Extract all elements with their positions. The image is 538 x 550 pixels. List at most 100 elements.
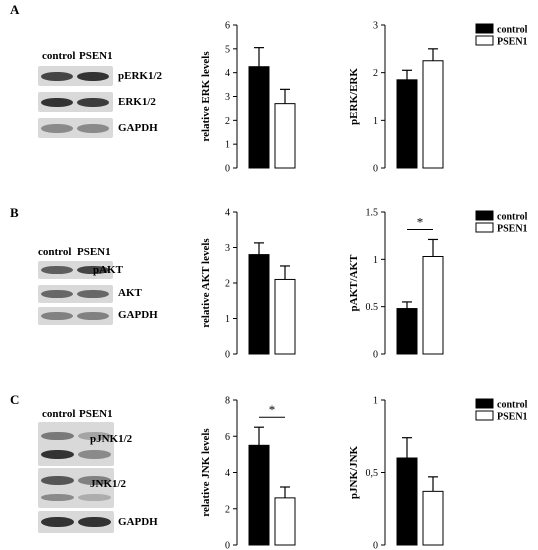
panel-letter-c: C xyxy=(10,392,20,407)
y-tick-label: 8 xyxy=(225,396,230,407)
legend-label: control xyxy=(497,400,528,411)
blot-strip-akt xyxy=(38,285,113,303)
blot-strip-pjnk xyxy=(38,422,114,466)
blot-lane-label-psen1: PSEN1 xyxy=(77,246,111,258)
blot-lane-label-control: control xyxy=(42,408,76,420)
band xyxy=(41,432,74,440)
y-tick-label: 6 xyxy=(225,432,230,443)
blot-strip-gapdh xyxy=(38,307,113,325)
blot-lane-label-psen1: PSEN1 xyxy=(79,408,113,420)
y-tick-label: 0 xyxy=(225,350,230,361)
blot-lane-label-psen1: PSEN1 xyxy=(79,50,113,62)
panel-letter-b: B xyxy=(10,205,19,220)
legend-swatch xyxy=(475,35,494,46)
band xyxy=(77,290,109,298)
y-axis-label: pAKT/AKT xyxy=(348,254,360,312)
y-tick-label: 0,5 xyxy=(366,468,379,479)
y-tick-label: 5 xyxy=(225,44,230,55)
band xyxy=(77,312,109,320)
y-tick-label: 3 xyxy=(225,243,230,254)
bar-control xyxy=(248,254,270,355)
significance-star: * xyxy=(417,214,424,229)
band xyxy=(41,517,74,527)
band xyxy=(77,98,109,107)
band xyxy=(78,476,111,485)
legend-label: PSEN1 xyxy=(497,37,528,48)
blot-row-label: pAKT xyxy=(93,264,123,276)
western-blot-c: control PSEN1 pJNK1/2 JNK1/2 GAPDH xyxy=(38,408,178,543)
band xyxy=(41,124,73,133)
y-tick-label: 1 xyxy=(373,396,378,407)
band xyxy=(41,450,74,459)
band xyxy=(41,476,74,485)
blot-strip-pakt xyxy=(38,261,113,279)
bar-psen1 xyxy=(274,278,296,355)
band xyxy=(77,266,109,274)
band xyxy=(41,312,73,320)
significance-star: * xyxy=(269,402,276,417)
y-tick-label: 0 xyxy=(373,541,378,550)
blot-lane-label-control: control xyxy=(42,50,76,62)
band xyxy=(77,72,109,81)
band xyxy=(41,72,73,81)
blot-row-label: ERK1/2 xyxy=(118,96,156,108)
blot-strip-jnk xyxy=(38,468,114,508)
blot-row-label: pERK1/2 xyxy=(118,70,163,82)
y-tick-label: 2 xyxy=(373,68,378,79)
band xyxy=(41,290,73,298)
band xyxy=(41,494,74,501)
legend-swatch xyxy=(475,23,494,34)
y-tick-label: 4 xyxy=(225,468,230,479)
y-tick-label: 3 xyxy=(225,92,230,103)
legend-swatch xyxy=(475,222,494,233)
y-tick-label: 1 xyxy=(373,116,378,127)
blot-row-label: pJNK1/2 xyxy=(90,433,133,445)
y-tick-label: 0.5 xyxy=(366,302,379,313)
y-tick-label: 4 xyxy=(225,208,230,219)
y-axis-label: pERK/ERK xyxy=(348,68,360,125)
y-axis-label: relative AKT levels xyxy=(200,238,212,328)
legend-label: PSEN1 xyxy=(497,412,528,423)
blot-strip-gapdh xyxy=(38,511,114,533)
blot-strip-erk xyxy=(38,92,113,112)
band xyxy=(78,517,111,527)
y-tick-label: 2 xyxy=(225,504,230,515)
legend-swatch xyxy=(475,210,494,221)
y-tick-label: 6 xyxy=(225,21,230,32)
y-tick-label: 2 xyxy=(225,279,230,290)
y-tick-label: 1 xyxy=(225,314,230,325)
legend-label: PSEN1 xyxy=(497,224,528,235)
legend-swatch xyxy=(475,398,494,409)
legend-label: control xyxy=(497,25,528,36)
band xyxy=(77,124,109,133)
band xyxy=(78,432,111,440)
y-axis-label: relative ERK levels xyxy=(200,51,212,142)
western-blot-b: control PSEN1 pAKT AKT GAPDH xyxy=(38,246,178,346)
bar-psen1 xyxy=(274,497,296,546)
band xyxy=(41,98,73,107)
legend-label: control xyxy=(497,212,528,223)
bar-control xyxy=(248,66,270,169)
bar-control xyxy=(396,457,418,546)
blot-row-label: GAPDH xyxy=(118,516,158,528)
y-tick-label: 0 xyxy=(373,164,378,175)
blot-row-label: JNK1/2 xyxy=(90,478,127,490)
bar-psen1 xyxy=(274,103,296,169)
bar-psen1 xyxy=(422,490,444,546)
bar-psen1 xyxy=(422,255,444,355)
y-tick-label: 0 xyxy=(373,350,378,361)
bar-control xyxy=(248,444,270,546)
panel-letter-a: A xyxy=(10,2,20,17)
y-tick-label: 2 xyxy=(225,116,230,127)
y-tick-label: 1 xyxy=(373,255,378,266)
y-axis-label: pJNK/JNK xyxy=(348,445,360,499)
y-tick-label: 0 xyxy=(225,541,230,550)
y-axis-label: relative JNK levels xyxy=(200,428,212,517)
bar-control xyxy=(396,79,418,169)
y-tick-label: 0 xyxy=(225,164,230,175)
blot-lane-label-control: control xyxy=(38,246,72,258)
y-tick-label: 3 xyxy=(373,21,378,32)
y-tick-label: 4 xyxy=(225,68,230,79)
